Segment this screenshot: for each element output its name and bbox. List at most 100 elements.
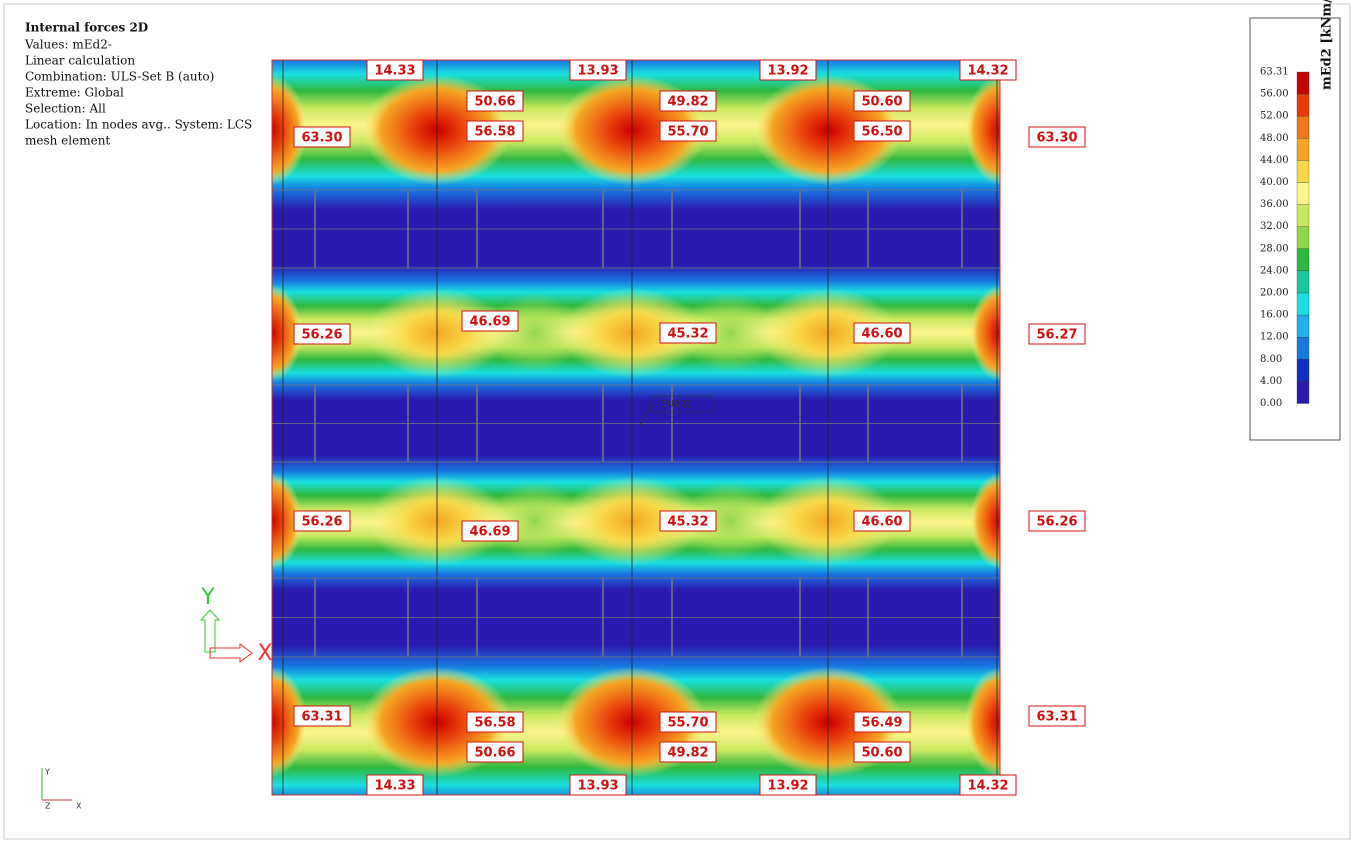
result-label: 56.58 [474, 125, 515, 140]
info-line: Location: In nodes avg.. System: LCS [25, 118, 252, 132]
hot-zone [272, 75, 307, 185]
result-label: 63.31 [301, 710, 342, 725]
label-box [466, 711, 524, 733]
axis-label-y: Y [200, 585, 215, 610]
view-label-y: Y [44, 768, 50, 777]
view-axes: Y Z X [41, 768, 82, 811]
label-box [659, 322, 717, 344]
label-box [759, 59, 817, 81]
legend-tick: 32.00 [1260, 221, 1289, 232]
legend-swatch [1296, 160, 1310, 183]
result-label: 56.26 [301, 515, 342, 530]
result-label: 56.27 [1036, 328, 1077, 343]
info-title: Internal forces 2D [25, 21, 148, 35]
legend-swatch [1296, 71, 1310, 95]
label-box [293, 705, 351, 727]
legend-tick: 12.00 [1260, 332, 1289, 343]
label-box [366, 774, 424, 796]
result-label: 45.32 [667, 515, 708, 530]
info-line: Selection: All [25, 102, 106, 116]
label-box [959, 59, 1017, 81]
legend-unit: mEd2 [kNm/m] [1320, 0, 1335, 90]
legend-swatch [1296, 93, 1310, 117]
legend-tick: 0.00 [1260, 398, 1282, 409]
result-label: 14.32 [967, 779, 1008, 794]
result-label: 56.58 [474, 716, 515, 731]
info-line: Linear calculation [25, 54, 135, 68]
label-box [853, 510, 911, 532]
label-box [366, 59, 424, 81]
hot-zone [272, 667, 307, 777]
info-line: Extreme: Global [25, 86, 124, 100]
axis-label-x: X [257, 641, 272, 666]
label-box [1028, 510, 1086, 532]
label-box [293, 510, 351, 532]
legend-tick: 52.00 [1260, 111, 1289, 122]
label-box [569, 59, 627, 81]
hot-zone [965, 75, 1000, 185]
result-label: 56.50 [861, 125, 902, 140]
result-label: 14.33 [374, 64, 415, 79]
legend-tick: 40.00 [1260, 177, 1289, 188]
result-label: 49.82 [667, 95, 708, 110]
result-label: 50.66 [474, 95, 515, 110]
result-label: 50.60 [861, 746, 902, 761]
label-box [959, 774, 1017, 796]
label-box [853, 741, 911, 763]
result-label: 13.92 [767, 779, 808, 794]
result-label: 13.93 [577, 779, 618, 794]
legend-swatch [1296, 359, 1310, 382]
legend-box [1249, 17, 1341, 441]
result-label: 63.30 [301, 131, 342, 146]
tag-box [651, 395, 715, 413]
legend-swatch [1296, 292, 1310, 316]
frame [3, 3, 1351, 840]
legend-swatch [1296, 226, 1310, 249]
label-box [461, 310, 519, 332]
info-line: Values: mEd2- [24, 38, 112, 52]
leader [639, 402, 653, 426]
label-box [659, 120, 717, 142]
legend-swatch [1296, 116, 1310, 139]
element-tag: EN020 [660, 399, 693, 410]
plate-outline [271, 59, 1001, 796]
axis-arrow-y [199, 609, 221, 653]
hot-zone [272, 473, 302, 569]
legend-tick: 16.00 [1260, 310, 1289, 321]
hot-zone [272, 285, 302, 381]
result-label: 13.92 [767, 64, 808, 79]
label-box [853, 120, 911, 142]
result-label: 50.66 [474, 746, 515, 761]
result-label: 13.93 [577, 64, 618, 79]
hot-zone [970, 285, 1000, 381]
legend-tick: 28.00 [1260, 243, 1289, 254]
result-label: 50.60 [861, 95, 902, 110]
result-label: 56.26 [301, 328, 342, 343]
result-labels: 14.33 13.93 13.92 14.32 50.66 49.82 50.60 63.30… [293, 59, 1086, 796]
label-box [461, 520, 519, 542]
label-box [466, 90, 524, 112]
view-label-x: X [76, 802, 82, 811]
legend-tick: 24.00 [1260, 265, 1289, 276]
label-box [659, 711, 717, 733]
result-label: 14.32 [967, 64, 1008, 79]
legend-tick: 56.00 [1260, 89, 1289, 100]
result-label: 45.32 [667, 327, 708, 342]
label-box [659, 741, 717, 763]
legend-swatch [1296, 381, 1310, 404]
legend-swatch [1296, 182, 1310, 205]
green-zone [685, 481, 775, 561]
axis-arrow-x [209, 643, 253, 663]
result-label: 63.31 [1036, 710, 1077, 725]
legend-tick: 36.00 [1260, 199, 1289, 210]
result-label: 46.69 [469, 315, 510, 330]
mesh [271, 59, 1001, 796]
legend-tick: 48.00 [1260, 133, 1289, 144]
legend-swatch [1296, 248, 1310, 272]
legend: 63.31 56.00 52.00 48.00 44.00 40.00 36.00 32.00… [1260, 67, 1310, 409]
label-box [569, 774, 627, 796]
legend-swatch [1296, 138, 1310, 161]
label-box [853, 322, 911, 344]
label-box [659, 90, 717, 112]
